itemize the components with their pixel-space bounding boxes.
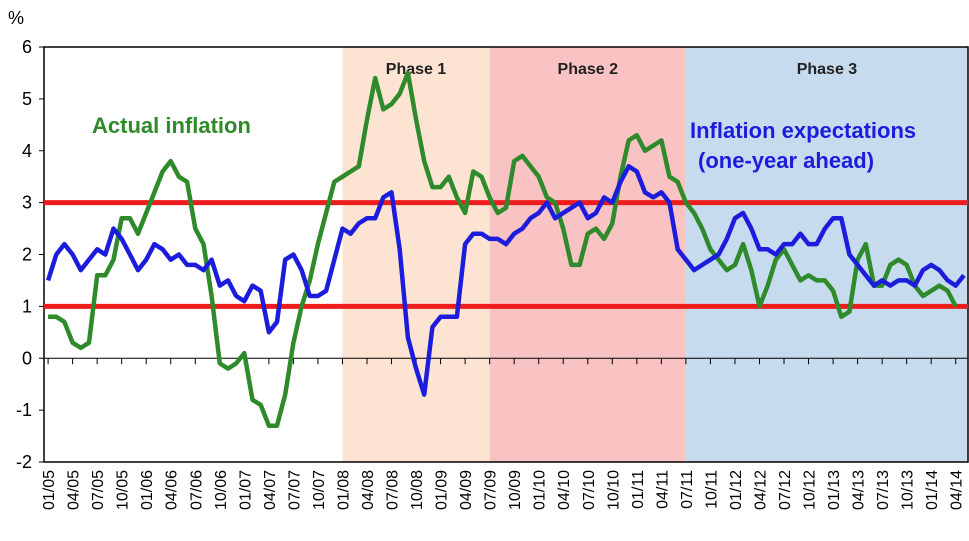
x-tick-label: 10/12 (802, 470, 819, 510)
x-tick-label: 01/08 (335, 470, 352, 510)
phase-band (489, 47, 686, 462)
x-tick-label: 01/12 (728, 470, 745, 510)
phase-label: Phase 1 (386, 61, 447, 78)
x-tick-label: 07/08 (385, 470, 402, 510)
x-tick-label: 04/10 (556, 470, 573, 510)
x-tick-label: 10/06 (213, 470, 230, 510)
x-tick-label: 04/13 (851, 470, 868, 510)
x-tick-label: 04/09 (458, 470, 475, 510)
phase-label: Phase 3 (797, 61, 858, 78)
y-axis-label: % (8, 8, 24, 28)
phase-band (685, 47, 968, 462)
phase-label: Phase 2 (558, 61, 619, 78)
x-tick-label: 07/06 (188, 470, 205, 510)
series-label: (one-year ahead) (698, 148, 874, 173)
x-tick-label: 07/05 (90, 470, 107, 510)
series-line (45, 164, 966, 397)
x-tick-label: 04/12 (752, 470, 769, 510)
series-label: Inflation expectations (690, 118, 916, 143)
y-tick-label: 2 (22, 245, 32, 265)
x-tick-label: 10/09 (507, 470, 524, 510)
x-tick-label: 07/10 (581, 470, 598, 510)
x-tick-label: 01/11 (630, 470, 647, 509)
x-tick-label: 04/05 (66, 470, 83, 510)
x-tick-label: 10/07 (311, 470, 328, 510)
x-tick-label: 01/06 (139, 470, 156, 510)
y-tick-label: 4 (22, 141, 32, 161)
x-tick-label: 01/05 (41, 470, 58, 510)
x-tick-label: 07/13 (875, 470, 892, 510)
y-tick-label: 6 (22, 37, 32, 57)
x-tick-label: 10/05 (115, 470, 132, 510)
series-line (48, 70, 958, 428)
x-tick-label: 04/07 (262, 470, 279, 510)
y-tick-label: 5 (22, 89, 32, 109)
x-tick-label: 01/14 (924, 470, 941, 510)
x-tick-label: 04/14 (949, 470, 966, 510)
x-tick-label: 07/11 (679, 470, 696, 509)
x-tick-label: 10/08 (409, 470, 426, 510)
y-tick-label: -1 (16, 400, 32, 420)
x-tick-label: 10/11 (703, 470, 720, 509)
y-tick-label: 0 (22, 348, 32, 368)
x-tick-label: 04/11 (654, 470, 671, 509)
x-tick-label: 10/13 (900, 470, 917, 510)
x-tick-label: 04/08 (360, 470, 377, 510)
x-tick-label: 07/09 (483, 470, 500, 510)
x-tick-label: 07/12 (777, 470, 794, 510)
x-tick-label: 01/13 (826, 470, 843, 510)
x-tick-label: 04/06 (164, 470, 181, 510)
x-tick-label: 10/10 (605, 470, 622, 510)
y-tick-label: -2 (16, 452, 32, 472)
y-tick-label: 3 (22, 193, 32, 213)
x-tick-label: 07/07 (286, 470, 303, 510)
y-tick-label: 1 (22, 296, 32, 316)
x-tick-label: 01/09 (434, 470, 451, 510)
series-label: Actual inflation (92, 113, 251, 138)
x-tick-label: 01/10 (532, 470, 549, 510)
x-tick-label: 01/07 (237, 470, 254, 510)
